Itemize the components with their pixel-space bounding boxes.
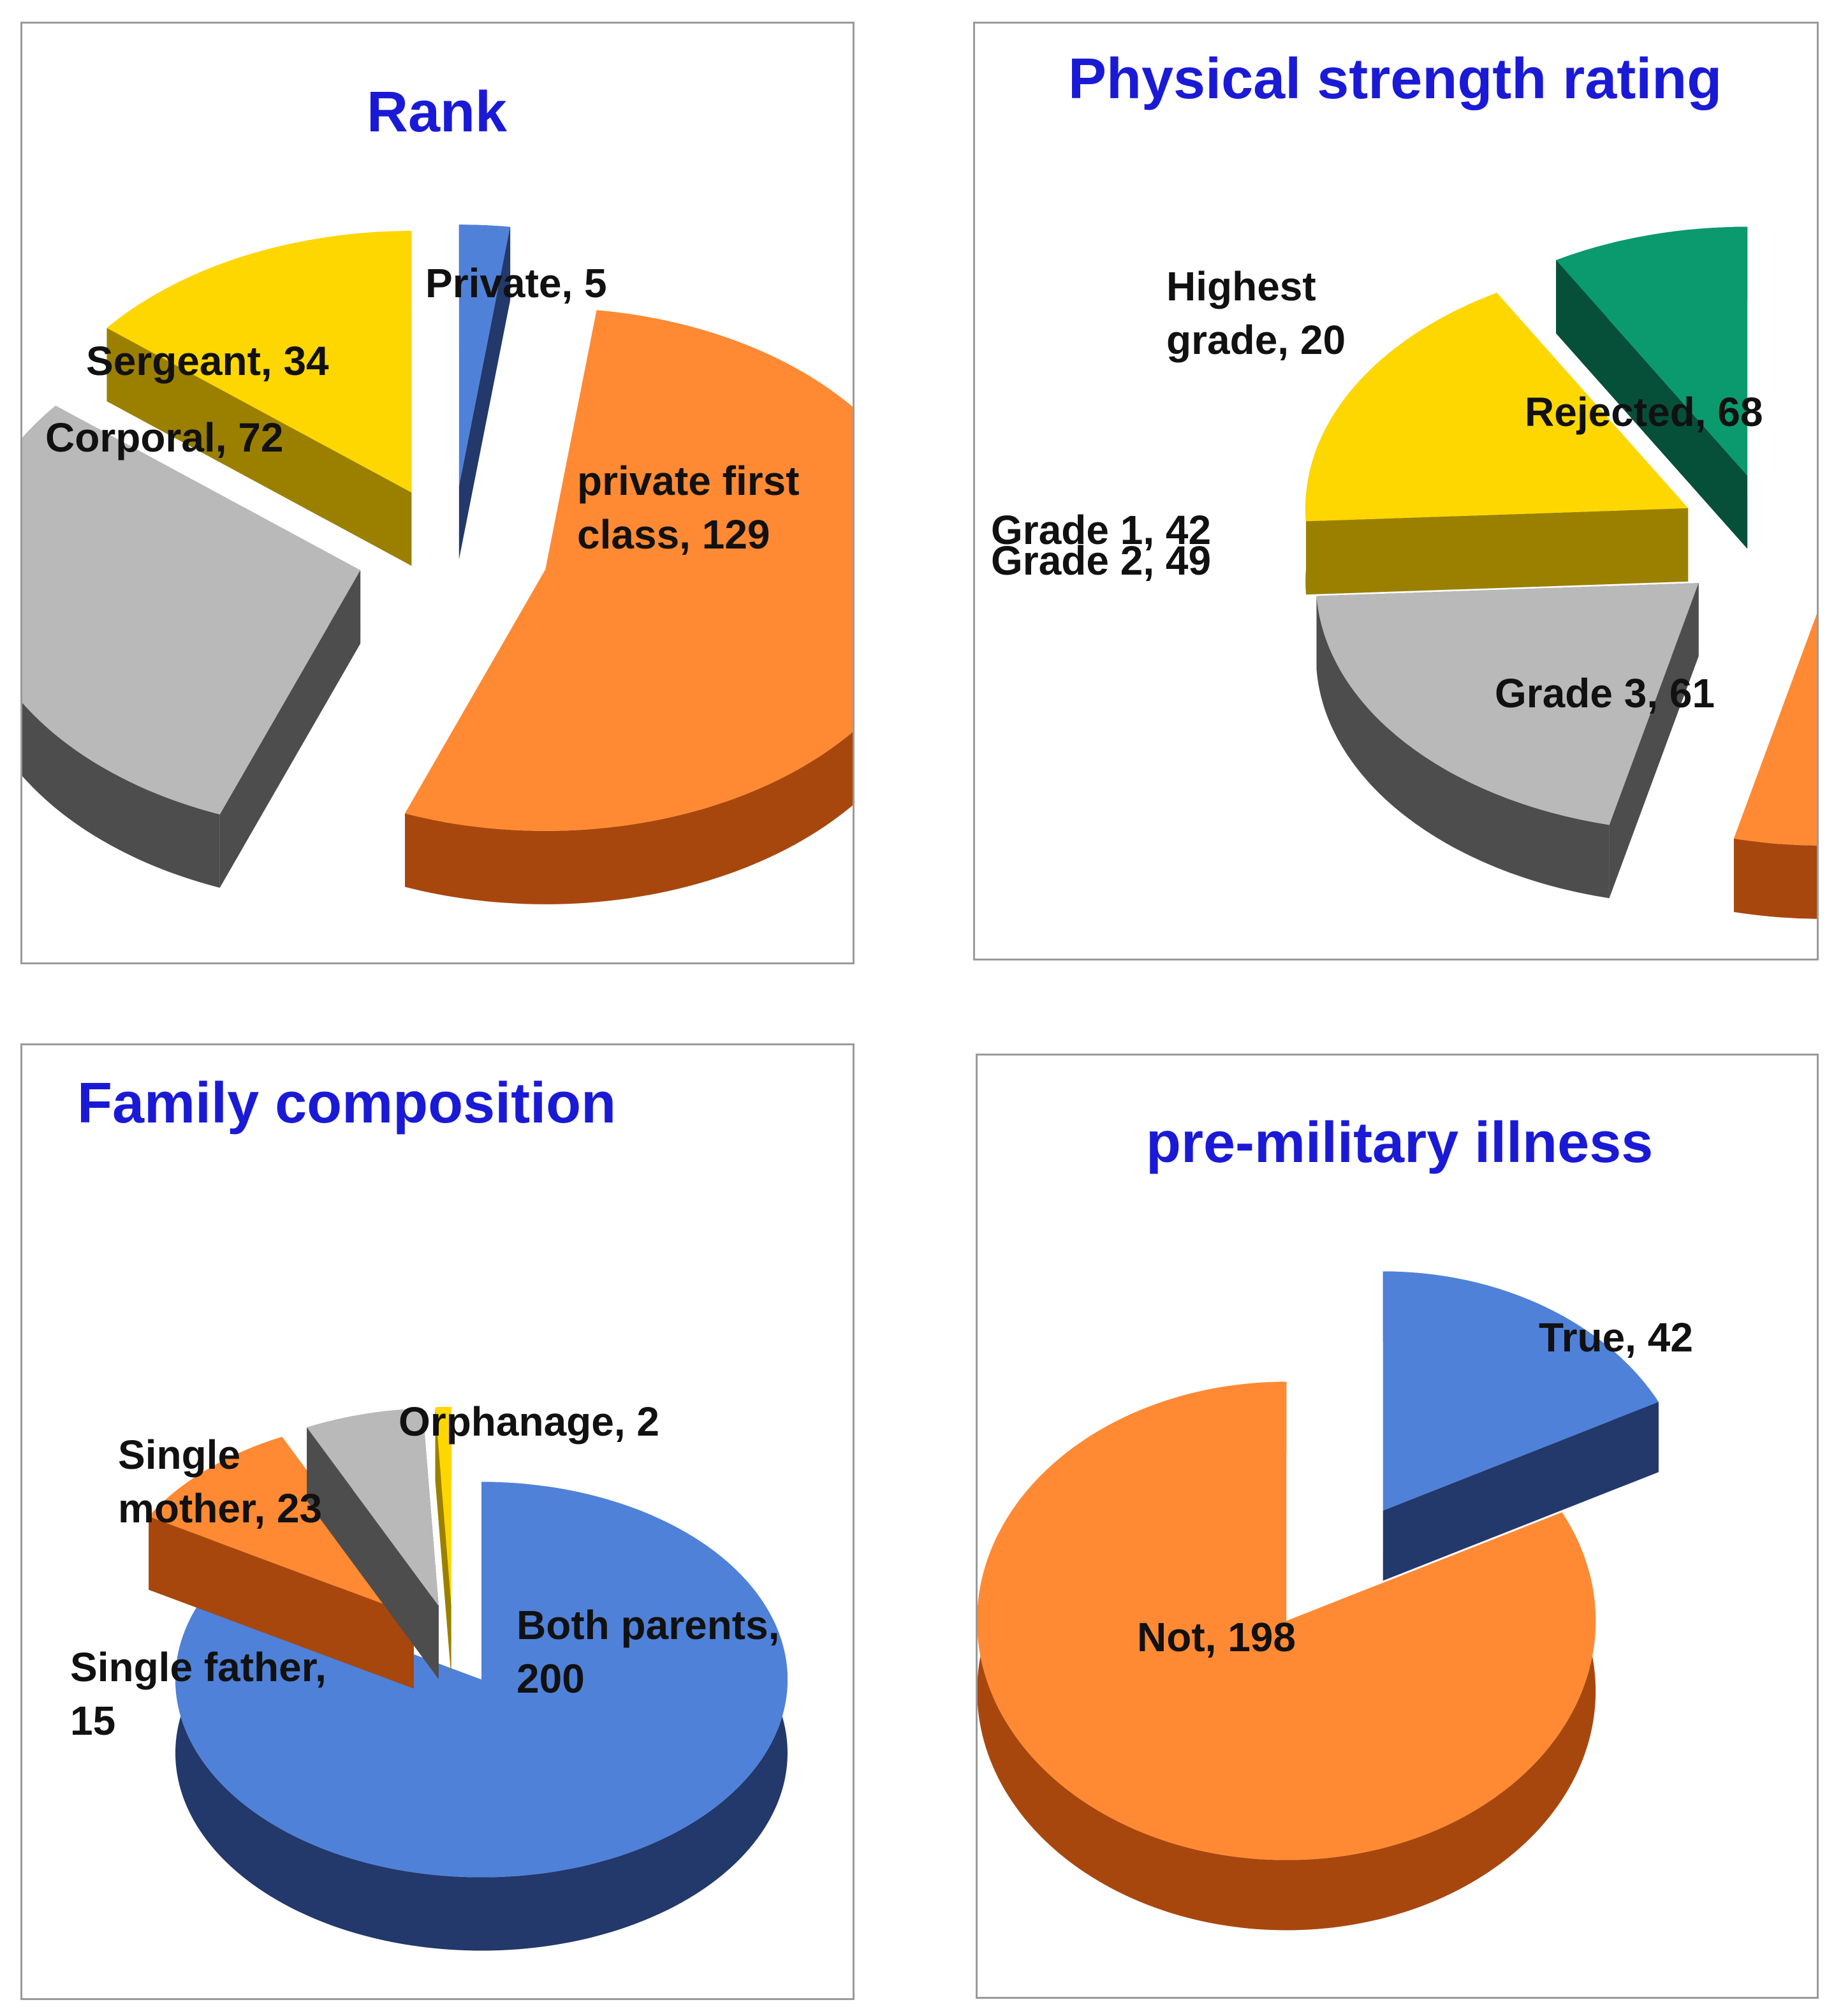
pie-chart-pre-military-illness <box>978 1271 1659 1931</box>
pie-slice-top <box>22 406 361 814</box>
pie-slice-top <box>458 224 511 487</box>
data-label-true: True, 42 <box>1539 1311 1693 1364</box>
pie-slice-true <box>1383 1271 1659 1581</box>
pie-slice-cut-face <box>1609 583 1699 899</box>
chart-title: Rank <box>367 80 508 144</box>
pie-slice-cut-face <box>307 1427 439 1679</box>
data-label-line: mother, 23 <box>118 1485 323 1531</box>
data-label-line: Both parents, <box>517 1602 780 1648</box>
data-label-orphanage: Orphanage, 2 <box>399 1395 659 1448</box>
data-label-line: Rejected, 68 <box>1525 389 1763 435</box>
data-label-line: Orphanage, 2 <box>399 1399 659 1445</box>
pie-slice-cut-face <box>435 1407 451 1679</box>
pie-slice-top <box>1305 293 1689 522</box>
data-label-grade-3: Grade 3, 61 <box>1495 666 1715 720</box>
pie-chart-family-composition <box>149 1407 788 1951</box>
pie-slice-cut-face <box>219 570 361 888</box>
chart-title: Family composition <box>77 1071 617 1135</box>
chart-panel-rank: Rank Private, 5 private first class, 129 Co… <box>20 22 855 964</box>
pie-slice-side <box>1316 596 1610 899</box>
chart-panel-pre-military-illness: pre-military illness True, 42 Not, 198 <box>976 1054 1819 1999</box>
data-label-line: Grade 3, 61 <box>1495 670 1715 716</box>
data-label-grade-1: Grade 1, 42 <box>991 503 1211 557</box>
pie-slice-top <box>978 1381 1596 1860</box>
pie-chart-physical-strength <box>1305 226 1817 919</box>
pie-slice-single-mother <box>149 1436 414 1689</box>
pie-slice-side <box>1733 839 1817 919</box>
data-label-line: Private, 5 <box>425 260 607 306</box>
data-label-line: Highest <box>1166 263 1316 309</box>
pie-slice-grade-1 <box>1305 293 1689 595</box>
pie-slice-top <box>1383 1271 1659 1511</box>
pie-slice-private-first-class <box>404 310 853 904</box>
data-label-line: class, 129 <box>577 511 770 557</box>
data-label-not: Not, 198 <box>1137 1610 1296 1664</box>
pie-slice-cut-face <box>1383 1402 1659 1581</box>
data-label-single-father: Single father, 15 <box>70 1640 326 1747</box>
pie-slice-grade-3 <box>1733 614 1817 919</box>
data-label-highest-grade: Highest grade, 20 <box>1166 260 1346 367</box>
data-label-line: Grade 1, 42 <box>991 507 1212 553</box>
pie-slice-top <box>149 1436 414 1615</box>
pie-slice-highest-grade <box>1556 226 1748 549</box>
pie-slice-side <box>22 406 220 888</box>
data-label-private-first-class: private first class, 129 <box>577 454 800 561</box>
data-label-single-mother: Single mother, 23 <box>118 1428 322 1535</box>
data-label-line: Grade 2, 49 <box>991 538 1212 584</box>
data-label-corporal: Corporal, 72 <box>45 411 283 464</box>
pie-slice-orphanage <box>435 1407 451 1679</box>
pie-chart-rank <box>22 224 853 904</box>
pie-slice-cut-face <box>1556 260 1748 549</box>
pie-slice-top <box>404 310 853 831</box>
chart-title: pre-military illness <box>1146 1111 1654 1175</box>
data-label-line: Not, 198 <box>1137 1614 1296 1660</box>
data-label-line: Corporal, 72 <box>45 415 284 460</box>
chart-title: Physical strength rating <box>1068 47 1722 111</box>
pie-slice-not <box>978 1381 1596 1931</box>
data-label-rejected: Rejected, 68 <box>1525 385 1763 439</box>
pie-slice-top <box>307 1408 439 1606</box>
data-label-line: 15 <box>70 1698 116 1744</box>
pie-slice-top <box>175 1482 788 1878</box>
data-label-both-parents: Both parents, 200 <box>517 1598 779 1705</box>
pie-slice-cut-face <box>149 1516 414 1689</box>
data-label-private: Private, 5 <box>425 256 607 310</box>
chart-panel-physical-strength: Physical strength rating Rejected, 68 Gra… <box>973 22 1819 960</box>
pie-slice-cut-face <box>1305 508 1689 595</box>
pie-slice-top <box>1556 226 1748 476</box>
pie-slice-corporal <box>22 406 361 888</box>
pie-slice-private <box>458 224 511 560</box>
data-label-line: Sergeant, 34 <box>86 338 329 384</box>
pie-slice-top <box>435 1407 451 1605</box>
pie-slice-cut-face <box>106 328 412 566</box>
pie-slice-top <box>1733 614 1817 846</box>
pie-slice-grade-2 <box>1316 583 1699 899</box>
data-label-line: grade, 20 <box>1166 317 1346 363</box>
data-label-line: Single father, <box>70 1644 326 1690</box>
pie-slice-cut-face <box>458 226 511 560</box>
data-label-line: Single <box>118 1432 241 1478</box>
data-label-line: private first <box>577 458 800 504</box>
data-label-line: True, 42 <box>1539 1314 1693 1360</box>
data-label-sergeant: Sergeant, 34 <box>86 334 329 388</box>
data-label-line: 200 <box>517 1656 585 1702</box>
chart-panel-family-composition: Family composition Both parents, 200 Singl… <box>20 1043 855 2000</box>
pie-slice-side <box>404 310 853 904</box>
data-label-grade-2: Grade 2, 49 <box>991 534 1211 587</box>
pie-slice-sergeant <box>106 231 412 566</box>
pie-slice-single-father <box>307 1408 439 1679</box>
pie-slice-top <box>1316 583 1699 825</box>
pie-slice-top <box>106 231 412 493</box>
